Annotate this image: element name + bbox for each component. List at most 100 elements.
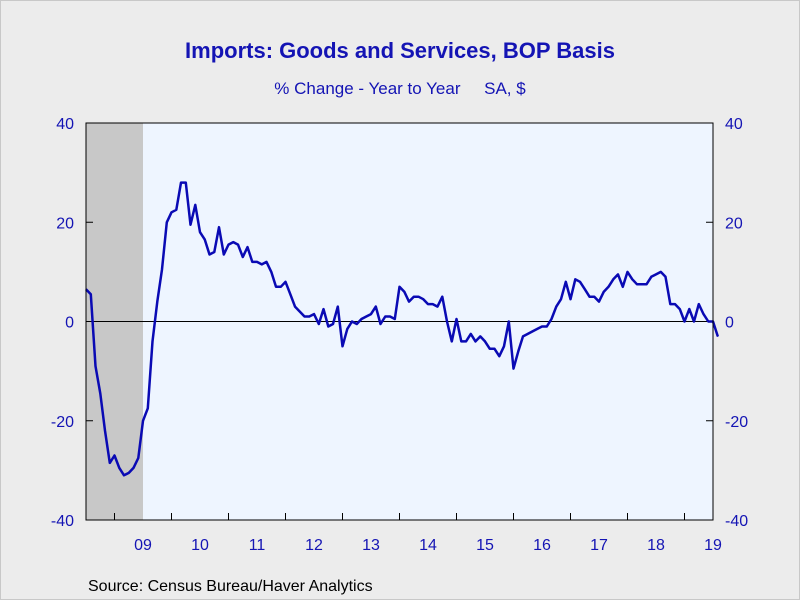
data-point [175, 209, 177, 211]
data-point [142, 420, 144, 422]
data-point [237, 243, 239, 246]
data-point [227, 243, 230, 246]
data-point [622, 286, 624, 288]
data-point [555, 306, 557, 308]
data-point [147, 407, 149, 409]
data-point [660, 271, 662, 273]
x-tick-label: 19 [704, 537, 722, 554]
data-point [408, 301, 410, 303]
data-point [284, 281, 287, 283]
data-point [546, 325, 548, 328]
data-point [717, 335, 719, 337]
data-point [693, 320, 695, 323]
data-point [270, 271, 272, 273]
plot-border [85, 122, 714, 521]
data-point [664, 276, 667, 278]
data-point [498, 355, 500, 357]
data-point [327, 325, 329, 328]
data-point [574, 278, 576, 280]
data-point [655, 273, 657, 275]
data-point [232, 241, 234, 243]
data-point [251, 261, 253, 263]
data-point [109, 462, 111, 464]
x-tick-label: 11 [249, 537, 266, 554]
data-point [166, 221, 168, 223]
data-point [99, 392, 101, 395]
data-point [370, 313, 372, 315]
data-point [707, 320, 709, 323]
data-point [508, 320, 510, 323]
data-point [294, 306, 296, 308]
y-tick-label-left: 0 [65, 315, 74, 332]
data-point [560, 298, 562, 300]
data-point [365, 315, 367, 318]
data-point [503, 345, 505, 347]
data-point [346, 328, 348, 330]
data-point [679, 308, 681, 310]
data-point [180, 181, 182, 184]
data-point [603, 291, 605, 293]
x-tick-label: 15 [476, 537, 494, 554]
y-tick-label-right: -20 [725, 414, 748, 431]
data-point [204, 239, 206, 241]
data-point [104, 430, 106, 432]
data-point [351, 320, 353, 323]
data-point [527, 333, 529, 335]
data-point [389, 315, 391, 318]
data-point [441, 296, 443, 298]
x-tick-label: 13 [362, 537, 380, 554]
data-point [598, 301, 600, 303]
data-point [280, 286, 282, 288]
x-tick-label: 14 [419, 537, 437, 554]
data-point [275, 286, 277, 288]
data-point [517, 350, 519, 352]
data-point [246, 246, 249, 248]
y-tick-label-right: -40 [725, 513, 748, 530]
x-tick-label: 18 [647, 537, 665, 554]
data-point [90, 293, 92, 295]
data-point [289, 293, 291, 295]
y-tick-label-left: 20 [56, 215, 74, 232]
data-point [536, 328, 538, 330]
x-tick-label: 09 [134, 537, 152, 554]
y-tick-label-left: -20 [51, 414, 74, 431]
data-point [531, 330, 534, 333]
data-point [332, 323, 334, 325]
data-point [337, 306, 339, 308]
data-point [674, 303, 676, 305]
data-point [617, 273, 619, 275]
data-point [185, 181, 187, 184]
data-point [484, 340, 486, 342]
x-tick-label: 16 [533, 537, 551, 554]
data-point [474, 340, 477, 342]
data-point [313, 313, 315, 315]
data-point [641, 283, 643, 285]
data-point [403, 291, 405, 293]
data-point [94, 365, 97, 367]
source-note: Source: Census Bureau/Haver Analytics [88, 578, 373, 595]
data-point [489, 348, 491, 350]
data-point [470, 333, 472, 335]
data-point [213, 251, 215, 253]
data-point [189, 224, 192, 226]
data-point [379, 323, 382, 325]
data-point [579, 281, 581, 283]
data-point [451, 340, 453, 342]
data-point [446, 320, 448, 323]
data-point [588, 296, 591, 298]
x-tick-label: 17 [590, 537, 608, 554]
data-point [607, 286, 610, 288]
data-point [465, 340, 467, 342]
data-point [398, 286, 401, 288]
data-point [512, 368, 515, 370]
data-point [113, 454, 116, 457]
data-point [645, 283, 648, 285]
y-tick-label-right: 20 [725, 215, 743, 232]
data-point [384, 315, 386, 318]
data-point [118, 467, 120, 469]
data-point [303, 315, 306, 318]
data-point [455, 318, 458, 320]
data-point [299, 310, 301, 313]
data-point [218, 226, 220, 228]
